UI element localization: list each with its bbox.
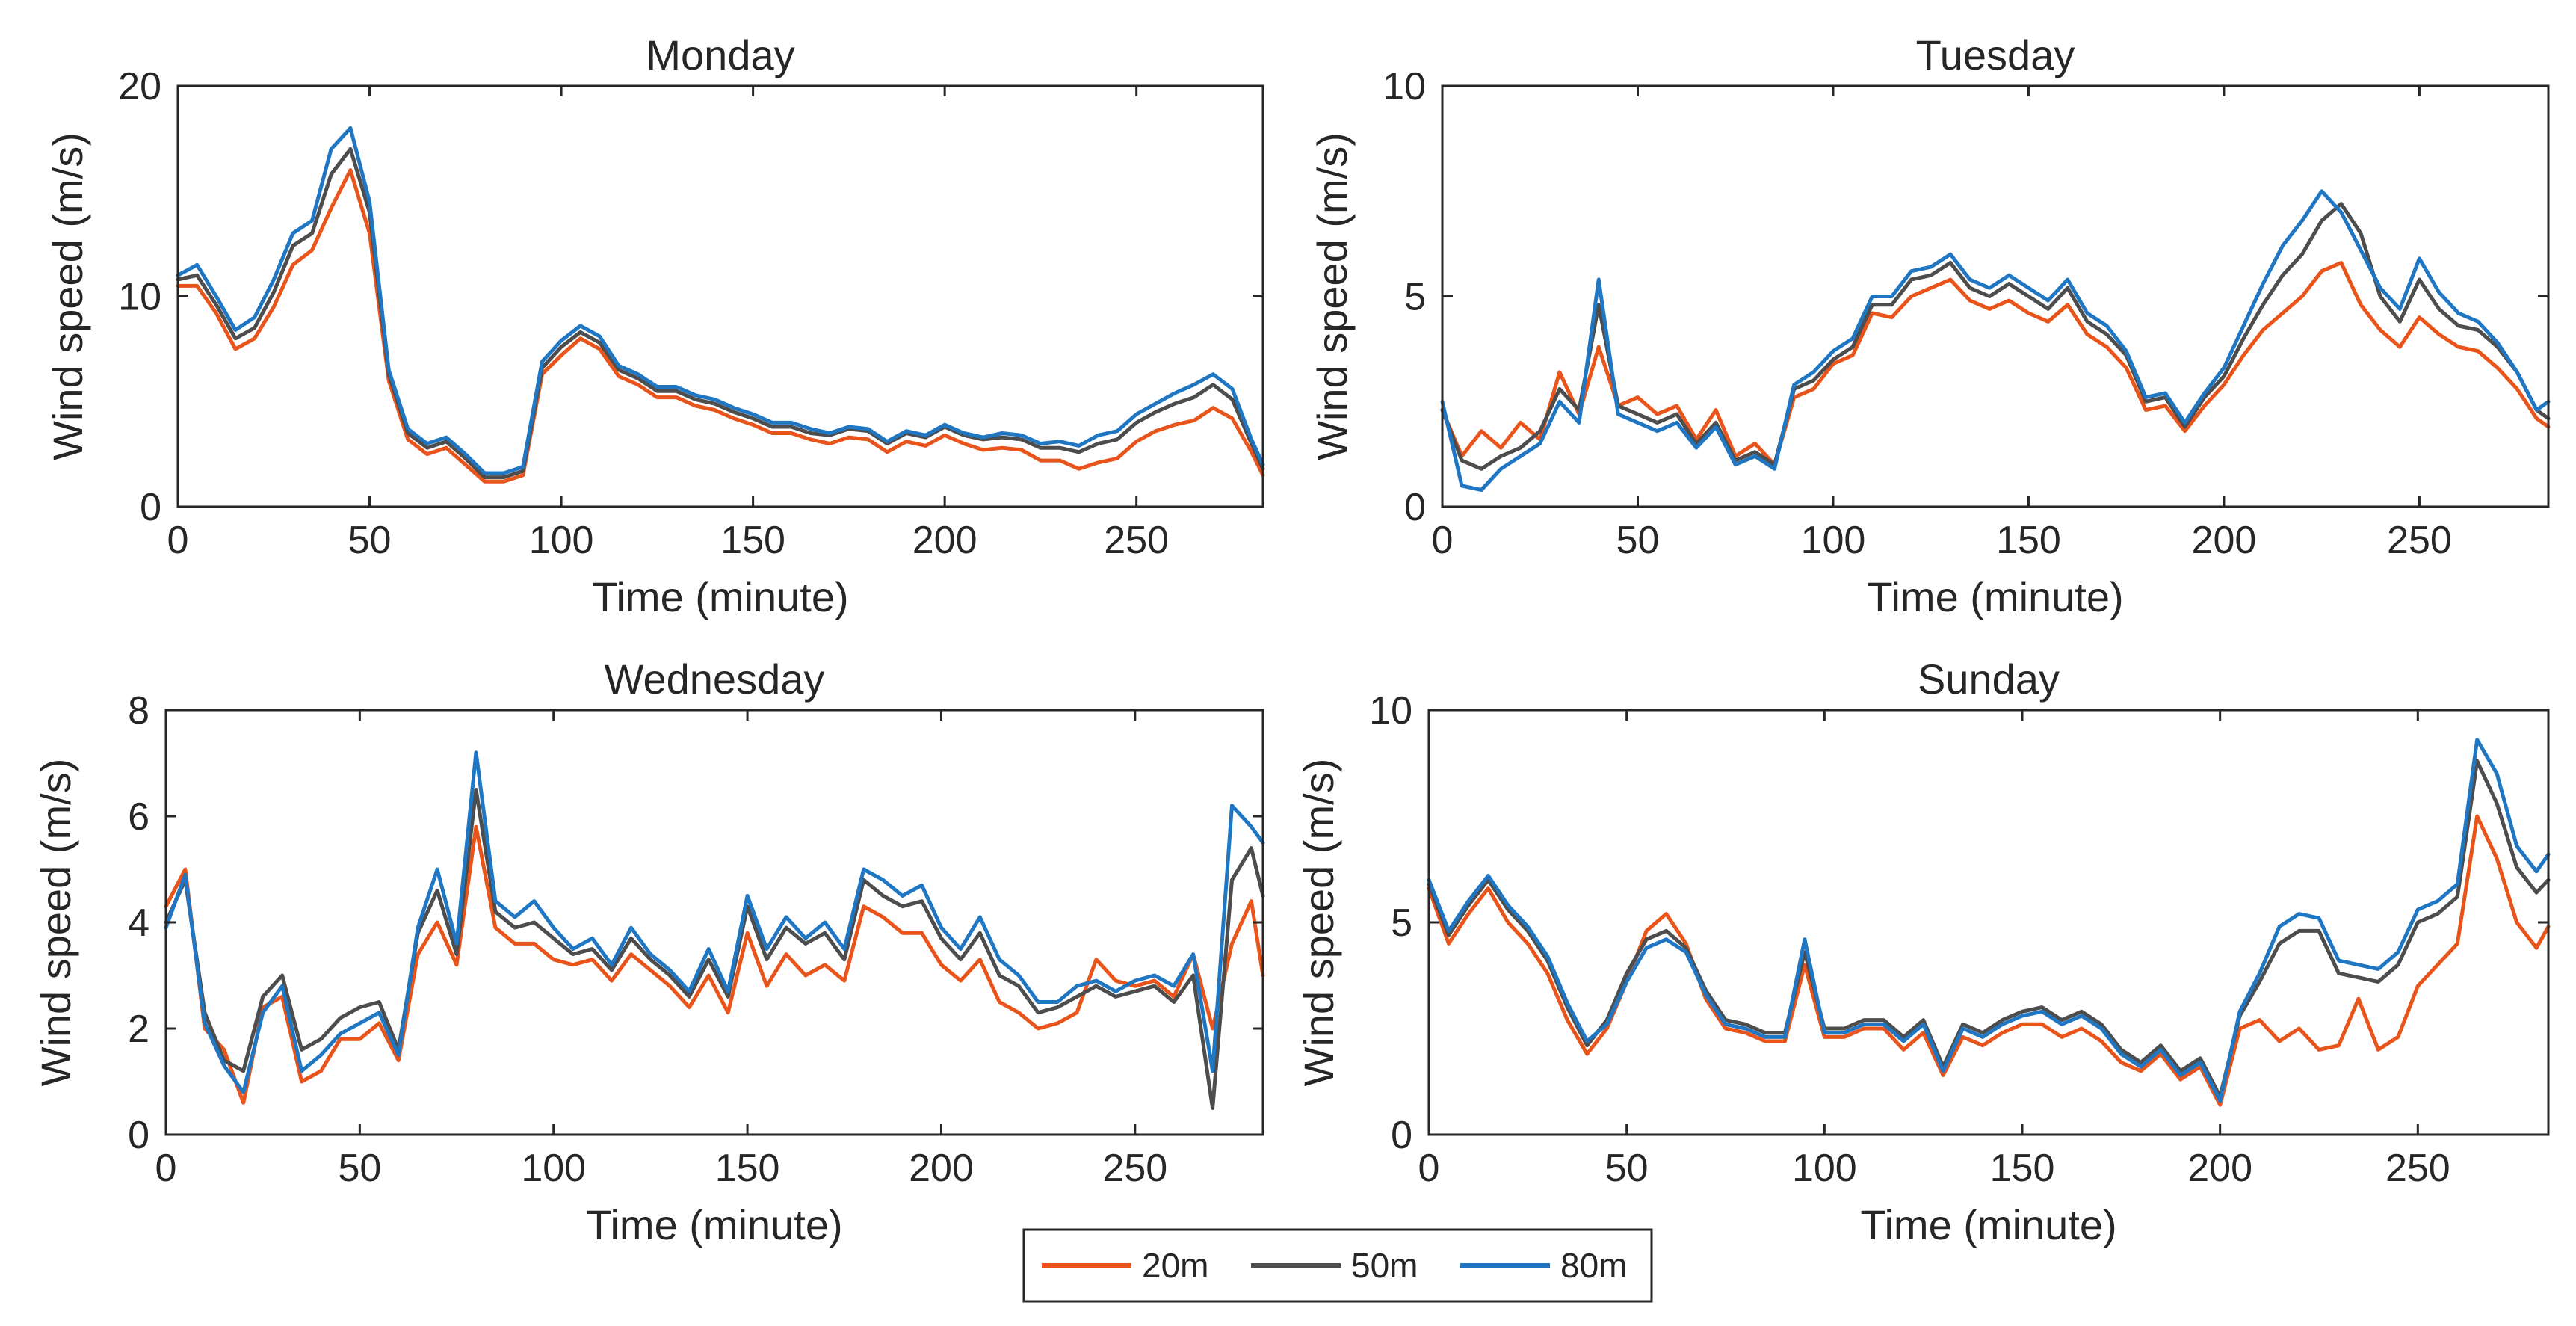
x-tick-label: 250 — [2387, 519, 2452, 562]
y-axis-label: Wind speed (m/s) — [44, 132, 91, 460]
x-tick-label: 200 — [909, 1147, 974, 1190]
x-tick-label: 100 — [1792, 1147, 1857, 1190]
series-line-50m — [1440, 202, 2551, 471]
x-tick-label: 250 — [1102, 1147, 1167, 1190]
y-tick-label: 10 — [1383, 65, 1426, 108]
series-line-80m — [1440, 189, 2551, 492]
legend: 20m 50m 80m — [1022, 1228, 1653, 1303]
x-tick-label: 0 — [1418, 1147, 1440, 1190]
y-axis-label: Wind speed (m/s) — [32, 759, 79, 1087]
x-axis-label: Time (minute) — [1860, 1201, 2116, 1248]
series-line-50m — [176, 147, 1265, 480]
x-tick-label: 50 — [348, 519, 392, 562]
x-tick-label: 150 — [715, 1147, 780, 1190]
y-tick-label: 2 — [128, 1008, 149, 1051]
x-tick-label: 100 — [1801, 519, 1866, 562]
series-line-50m — [164, 788, 1265, 1110]
y-axis-label: Wind speed (m/s) — [1309, 132, 1356, 460]
chart-title: Sunday — [1918, 656, 2060, 703]
series-line-80m — [176, 126, 1265, 475]
chart-panel-tuesday: 0 50 100 150 200 250 0 5 10 Tuesday Time (minute) W… — [1309, 31, 2551, 620]
x-tick-label: 100 — [521, 1147, 586, 1190]
x-tick-label: 250 — [2385, 1147, 2450, 1190]
y-tick-label: 5 — [1391, 901, 1412, 945]
legend-label-80m: 80m — [1560, 1246, 1627, 1285]
x-tick-label: 50 — [1605, 1147, 1649, 1190]
y-axis-label: Wind speed (m/s) — [1295, 759, 1342, 1087]
y-tick-label: 8 — [128, 689, 149, 733]
chart-title: Wednesday — [605, 656, 825, 703]
series-line-50m — [1427, 759, 2551, 1099]
x-tick-label: 250 — [1104, 519, 1169, 562]
x-axis-label: Time (minute) — [586, 1201, 842, 1248]
y-tick-label: 6 — [128, 795, 149, 839]
x-tick-label: 0 — [155, 1147, 177, 1190]
chart-panel-monday: 0 50 100 150 200 250 0 10 20 Monday Time (minute) W… — [44, 31, 1265, 620]
y-tick-label: 10 — [1369, 689, 1412, 733]
x-tick-label: 50 — [1616, 519, 1660, 562]
y-tick-label: 4 — [128, 901, 149, 945]
axes-box — [164, 709, 1264, 1136]
chart-title: Monday — [646, 31, 794, 78]
y-tick-label: 20 — [118, 65, 161, 108]
y-tick-label: 0 — [128, 1114, 149, 1157]
series-line-20m — [164, 824, 1265, 1105]
legend-label-20m: 20m — [1142, 1246, 1208, 1285]
series-line-80m — [1427, 738, 2551, 1103]
y-tick-label: 0 — [1391, 1114, 1412, 1157]
x-tick-label: 200 — [912, 519, 977, 562]
x-tick-label: 150 — [1996, 519, 2061, 562]
axes-box — [1427, 709, 2550, 1136]
y-tick-label: 0 — [140, 486, 161, 529]
x-tick-label: 200 — [2192, 519, 2257, 562]
chart-panel-sunday: 0 50 100 150 200 250 0 5 10 Sunday Time (minute) Wi… — [1295, 656, 2551, 1248]
chart-panel-wednesday: 0 50 100 150 200 250 0 2 4 6 8 Wednesday Time (minut… — [32, 656, 1265, 1248]
y-tick-label: 10 — [118, 276, 161, 319]
series-line-20m — [1440, 261, 2551, 467]
legend-label-50m: 50m — [1351, 1246, 1418, 1285]
x-tick-label: 0 — [167, 519, 189, 562]
x-tick-label: 200 — [2187, 1147, 2252, 1190]
x-tick-label: 0 — [1432, 519, 1454, 562]
y-tick-label: 5 — [1404, 276, 1426, 319]
series-line-20m — [176, 168, 1265, 484]
x-axis-label: Time (minute) — [1867, 573, 2123, 620]
chart-title: Tuesday — [1916, 31, 2075, 78]
x-axis-label: Time (minute) — [592, 573, 848, 620]
x-tick-label: 150 — [720, 519, 785, 562]
x-tick-label: 50 — [338, 1147, 381, 1190]
series-line-20m — [1427, 814, 2551, 1107]
x-tick-label: 100 — [529, 519, 594, 562]
y-tick-label: 0 — [1404, 486, 1426, 529]
series-line-80m — [164, 750, 1265, 1094]
x-tick-label: 150 — [1990, 1147, 2055, 1190]
